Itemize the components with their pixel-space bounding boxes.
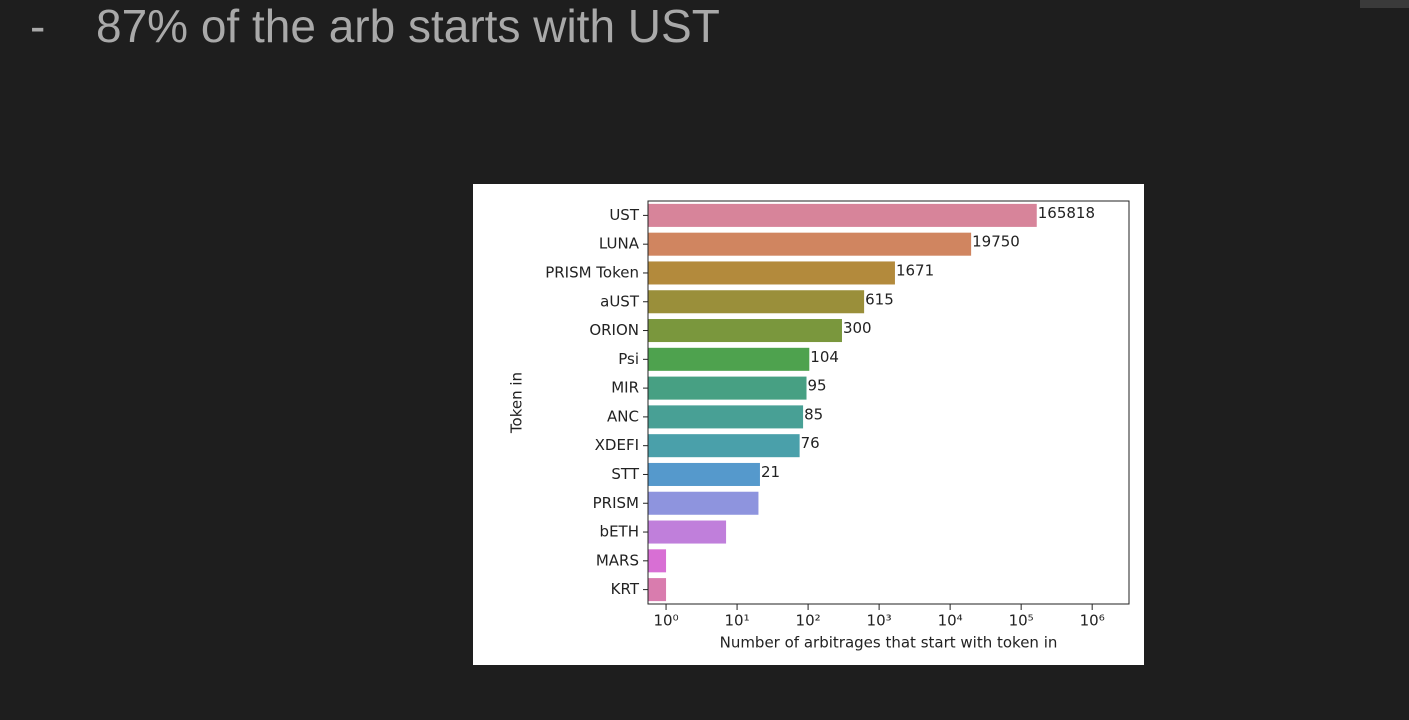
y-tick-label: PRISM: [593, 494, 639, 512]
bar: [648, 405, 804, 429]
x-tick-label: 10²: [796, 612, 821, 630]
x-tick-label: 10³: [867, 612, 892, 630]
y-tick-label: bETH: [600, 523, 639, 541]
axes-frame: [647, 200, 1130, 605]
x-tick-label: 10⁴: [938, 612, 963, 630]
data-label: 615: [865, 290, 894, 308]
bar: [648, 290, 865, 314]
y-tick-label: XDEFI: [595, 436, 639, 454]
data-label: 95: [808, 377, 827, 395]
bar: [648, 434, 800, 458]
x-tick-label: 10⁶: [1080, 612, 1105, 630]
data-label: 21: [761, 463, 780, 481]
bar: [648, 549, 667, 573]
y-tick-label: UST: [609, 206, 640, 224]
y-tick-label: LUNA: [599, 235, 640, 253]
y-tick-label: ANC: [607, 407, 639, 425]
bar: [648, 232, 972, 256]
x-axis-label: Number of arbitrages that start with tok…: [720, 634, 1058, 652]
data-label: 300: [843, 319, 872, 337]
bar: [648, 578, 667, 602]
bar: [648, 520, 727, 544]
y-tick-label: aUST: [600, 292, 640, 310]
y-tick-label: PRISM Token: [545, 263, 639, 281]
video-thumbnail: [1360, 0, 1409, 8]
y-tick-label: Psi: [618, 350, 639, 368]
bar: [648, 347, 810, 371]
y-tick-label: MARS: [596, 551, 639, 569]
chart-panel: [473, 184, 1144, 665]
data-label: 165818: [1038, 204, 1095, 222]
data-label: 76: [801, 434, 820, 452]
bar: [648, 261, 895, 285]
bar: [648, 203, 1037, 227]
bar: [648, 462, 760, 486]
data-label: 19750: [972, 233, 1020, 251]
x-tick-label: 10¹: [725, 612, 750, 630]
data-label: 1671: [896, 261, 934, 279]
chart: 165818 UST 19750 LUNA 1671 PRISM Token 615 aUST…: [508, 200, 1130, 652]
y-axis-label: Token in: [508, 372, 526, 434]
data-label: 85: [804, 405, 823, 423]
x-tick-label: 10⁵: [1009, 612, 1034, 630]
slide-text: 87% of the arb starts with UST: [96, 0, 720, 52]
y-tick-label: ORION: [589, 321, 639, 339]
bullet: -: [30, 0, 45, 52]
bar: [648, 491, 759, 515]
bar: [648, 376, 807, 400]
data-label: 104: [810, 348, 839, 366]
bar: [648, 319, 842, 343]
y-tick-label: KRT: [611, 580, 640, 598]
x-tick-label: 10⁰: [653, 612, 678, 630]
y-tick-label: MIR: [611, 379, 639, 397]
y-tick-label: STT: [611, 465, 639, 483]
